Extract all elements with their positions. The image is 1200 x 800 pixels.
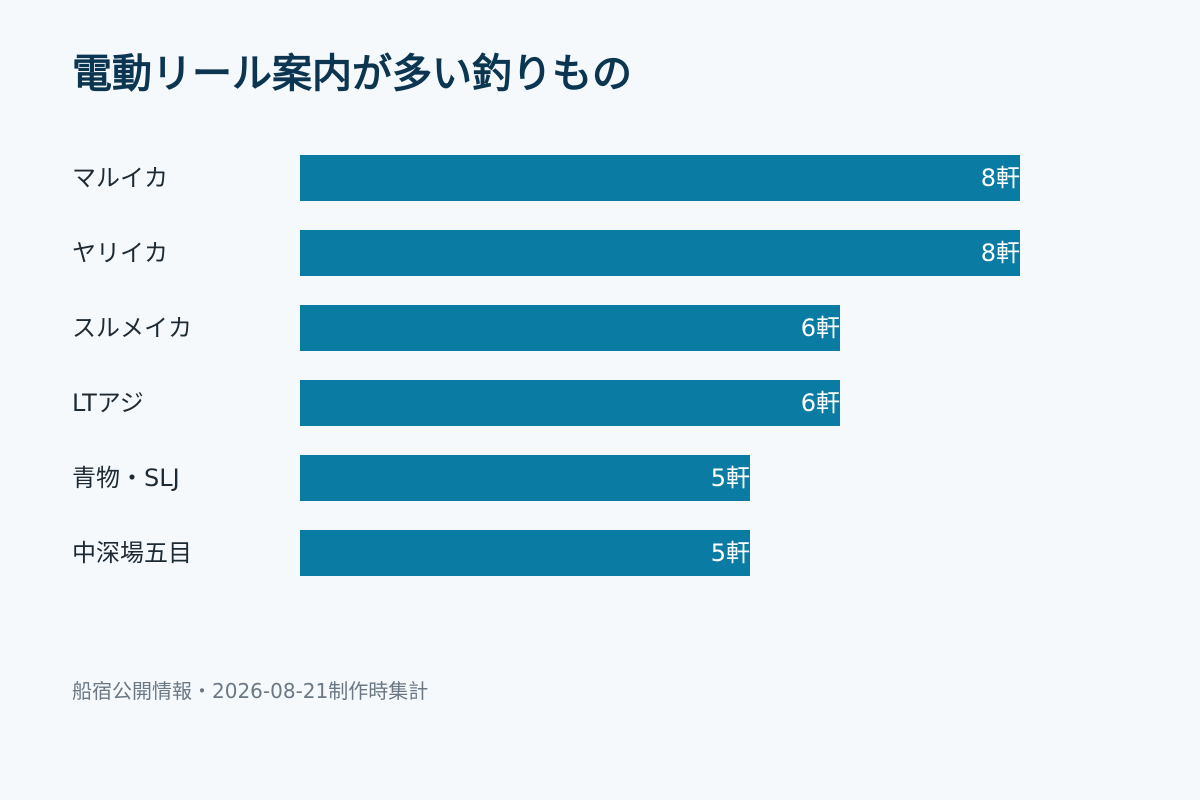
category-label: スルメイカ [72,314,192,342]
category-label: LTアジ [72,389,144,417]
value-label: 5軒 [711,464,750,492]
bar [300,455,750,501]
value-label: 8軒 [981,239,1020,267]
value-label: 8軒 [981,164,1020,192]
chart-title: 電動リール案内が多い釣りもの [72,51,632,97]
category-label: 中深場五目 [72,539,192,567]
bar [300,530,750,576]
bar [300,305,840,351]
value-label: 5軒 [711,539,750,567]
source-note: 船宿公開情報・2026-08-21制作時集計 [72,679,429,703]
category-label: ヤリイカ [72,239,168,267]
bar [300,380,840,426]
bar [300,230,1020,276]
bar [300,155,1020,201]
value-label: 6軒 [801,314,840,342]
category-label: マルイカ [72,164,168,192]
value-label: 6軒 [801,389,840,417]
category-label: 青物・SLJ [72,464,180,492]
